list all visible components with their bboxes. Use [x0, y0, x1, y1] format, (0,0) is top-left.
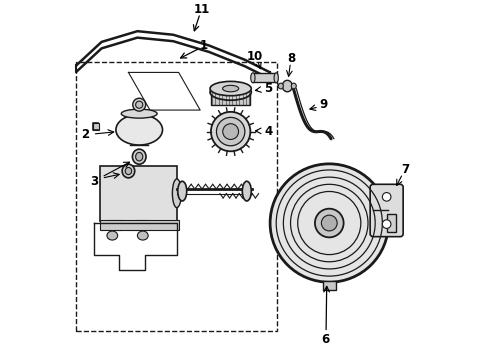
Bar	[135, 220, 147, 230]
Ellipse shape	[178, 181, 187, 201]
Text: 1: 1	[200, 39, 208, 52]
Ellipse shape	[210, 84, 251, 100]
Ellipse shape	[116, 114, 163, 145]
Text: 2: 2	[81, 127, 90, 141]
Bar	[93, 123, 99, 130]
Bar	[108, 220, 121, 230]
Bar	[323, 281, 336, 290]
Circle shape	[223, 124, 239, 139]
Text: 10: 10	[247, 50, 263, 63]
Circle shape	[321, 215, 337, 231]
Bar	[387, 214, 395, 232]
Ellipse shape	[122, 109, 157, 118]
Ellipse shape	[291, 83, 296, 89]
Text: 5: 5	[264, 82, 272, 95]
Circle shape	[211, 112, 250, 151]
Bar	[76, 62, 277, 330]
Circle shape	[217, 117, 245, 146]
Circle shape	[315, 209, 343, 237]
Ellipse shape	[122, 164, 135, 178]
Ellipse shape	[222, 85, 239, 92]
Text: 6: 6	[321, 333, 330, 346]
Text: 9: 9	[320, 98, 328, 111]
Ellipse shape	[274, 73, 278, 83]
Ellipse shape	[243, 181, 251, 201]
Text: 8: 8	[287, 51, 295, 64]
Circle shape	[133, 98, 146, 111]
Bar	[100, 220, 179, 230]
Bar	[100, 166, 177, 221]
Circle shape	[382, 193, 391, 201]
Ellipse shape	[210, 81, 251, 96]
Ellipse shape	[107, 231, 118, 240]
Text: 3: 3	[90, 175, 98, 188]
Circle shape	[270, 164, 389, 282]
Bar	[253, 73, 276, 82]
Ellipse shape	[137, 231, 148, 240]
Ellipse shape	[125, 167, 132, 175]
Text: 4: 4	[264, 125, 272, 138]
Ellipse shape	[282, 80, 293, 92]
Ellipse shape	[172, 179, 181, 208]
Circle shape	[382, 220, 391, 228]
Bar	[211, 89, 250, 105]
Ellipse shape	[251, 73, 255, 83]
Ellipse shape	[132, 149, 146, 164]
Text: 7: 7	[402, 163, 410, 176]
Ellipse shape	[278, 83, 283, 89]
Circle shape	[136, 101, 143, 108]
Text: 11: 11	[194, 3, 210, 16]
Ellipse shape	[136, 152, 143, 161]
FancyBboxPatch shape	[370, 184, 403, 237]
